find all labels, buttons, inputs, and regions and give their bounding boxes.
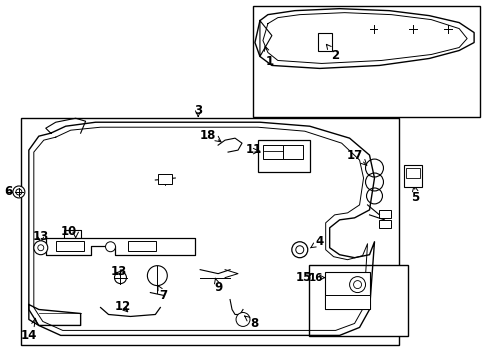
- Circle shape: [114, 272, 126, 284]
- Circle shape: [105, 242, 115, 252]
- Bar: [263, 145, 282, 159]
- Text: 7: 7: [158, 285, 167, 302]
- Bar: [308, 265, 407, 336]
- Text: 16: 16: [308, 273, 322, 283]
- Text: 2: 2: [325, 44, 339, 62]
- Circle shape: [236, 312, 249, 327]
- Text: 11: 11: [245, 143, 262, 156]
- Circle shape: [13, 186, 25, 198]
- Circle shape: [34, 241, 48, 255]
- Circle shape: [38, 245, 44, 251]
- Text: 18: 18: [200, 129, 216, 142]
- Circle shape: [295, 246, 303, 254]
- Circle shape: [291, 242, 307, 258]
- Bar: [404, 165, 422, 187]
- Text: 12: 12: [114, 300, 130, 313]
- Bar: [324, 272, 369, 310]
- Text: 4: 4: [310, 235, 323, 248]
- Circle shape: [349, 276, 365, 293]
- Bar: [252, 6, 479, 117]
- Bar: [258, 140, 309, 172]
- Circle shape: [16, 189, 22, 195]
- Text: 5: 5: [410, 192, 419, 204]
- Bar: [128, 241, 156, 251]
- Text: 6: 6: [4, 185, 12, 198]
- Text: 8: 8: [244, 316, 258, 330]
- Text: 3: 3: [194, 104, 202, 117]
- Circle shape: [353, 280, 361, 289]
- Bar: [56, 241, 83, 251]
- Bar: [324, 294, 369, 310]
- Text: 1: 1: [264, 46, 273, 68]
- Text: 10: 10: [61, 225, 77, 238]
- Text: 13: 13: [110, 265, 126, 278]
- Bar: [406, 168, 420, 178]
- Text: 13: 13: [33, 230, 49, 243]
- Bar: [21, 118, 399, 345]
- Text: 17: 17: [346, 149, 362, 162]
- Bar: [379, 220, 390, 228]
- Bar: [317, 32, 331, 50]
- Bar: [379, 210, 390, 218]
- Bar: [158, 174, 172, 184]
- Text: 15: 15: [295, 271, 311, 284]
- Bar: [282, 145, 302, 159]
- Text: 9: 9: [214, 278, 222, 294]
- Text: 14: 14: [20, 329, 37, 342]
